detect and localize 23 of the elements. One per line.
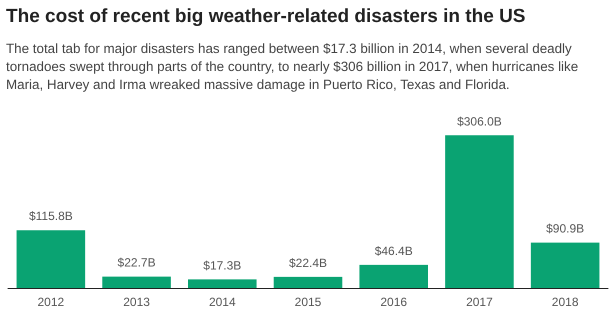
bar (188, 279, 257, 288)
x-tick-label: 2017 (466, 295, 494, 309)
bar (359, 264, 428, 288)
chart-title: The cost of recent big weather-related disasters in the US (6, 6, 526, 28)
x-tick-label: 2015 (294, 295, 322, 309)
data-label: $17.3B (203, 258, 242, 272)
bar (102, 276, 171, 288)
data-label: $22.7B (118, 256, 156, 270)
x-tick-label: 2013 (123, 295, 150, 309)
x-tick-label: 2018 (552, 295, 579, 309)
bar (16, 230, 86, 288)
bar (445, 135, 514, 288)
data-label: $306.0B (457, 114, 502, 128)
bar (530, 242, 600, 288)
data-label: $90.9B (546, 222, 584, 236)
data-label: $22.4B (288, 256, 328, 270)
x-tick-label: 2014 (208, 295, 236, 309)
data-label: $46.4B (374, 244, 413, 258)
x-tick-label: 2012 (38, 295, 65, 309)
x-tick-label: 2016 (380, 295, 408, 309)
data-label: $115.8B (28, 209, 73, 224)
chart-subtitle: The total tab for major disasters has ranged between $17.3 billion in 2014, when several deadly tornadoes swept through parts of the country, to nearly $306 billion in 2017, when hurricanes like Maria, Harvey and Irma wreaked massive damage in Puerto Rico, Texas and Florida. (6, 40, 580, 94)
bar (274, 276, 342, 288)
